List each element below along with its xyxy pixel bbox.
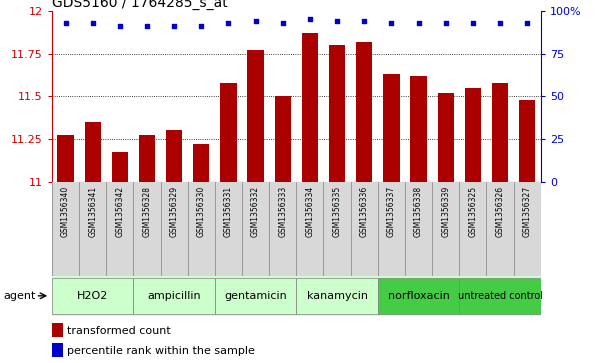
- Point: [60, 20, 70, 26]
- Text: GSM1356341: GSM1356341: [88, 186, 97, 237]
- Text: GSM1356330: GSM1356330: [197, 186, 206, 237]
- Text: GSM1356339: GSM1356339: [441, 186, 450, 237]
- Text: GSM1356327: GSM1356327: [522, 186, 532, 237]
- Bar: [193, 144, 210, 182]
- Point: [169, 23, 179, 29]
- Text: GSM1356331: GSM1356331: [224, 186, 233, 237]
- Bar: [57, 135, 74, 182]
- Point: [142, 23, 152, 29]
- Bar: [383, 74, 400, 182]
- Bar: [356, 42, 372, 182]
- Point: [224, 20, 233, 26]
- Text: GSM1356335: GSM1356335: [332, 186, 342, 237]
- Bar: [411, 76, 426, 182]
- Text: GSM1356337: GSM1356337: [387, 186, 396, 237]
- Bar: [221, 82, 236, 182]
- Text: GSM1356338: GSM1356338: [414, 186, 423, 237]
- Text: norfloxacin: norfloxacin: [387, 291, 450, 301]
- Text: percentile rank within the sample: percentile rank within the sample: [67, 346, 254, 356]
- Bar: [84, 122, 101, 182]
- Bar: [52, 323, 63, 338]
- Bar: [465, 87, 481, 182]
- Text: agent: agent: [3, 291, 35, 301]
- Bar: [302, 33, 318, 182]
- Bar: [215, 278, 296, 314]
- Bar: [378, 278, 459, 314]
- Text: GSM1356329: GSM1356329: [170, 186, 178, 237]
- Text: GSM1356333: GSM1356333: [278, 186, 287, 237]
- Text: GSM1356332: GSM1356332: [251, 186, 260, 237]
- Text: GSM1356328: GSM1356328: [142, 186, 152, 237]
- Bar: [519, 99, 535, 182]
- Point: [278, 20, 288, 26]
- Bar: [133, 278, 215, 314]
- Point: [115, 23, 125, 29]
- Point: [387, 20, 397, 26]
- Text: H2O2: H2O2: [77, 291, 108, 301]
- Text: kanamycin: kanamycin: [307, 291, 368, 301]
- Point: [332, 18, 342, 24]
- Bar: [459, 278, 541, 314]
- Text: transformed count: transformed count: [67, 326, 170, 336]
- Bar: [247, 50, 264, 182]
- Bar: [296, 278, 378, 314]
- Text: untreated control: untreated control: [458, 291, 543, 301]
- Bar: [437, 93, 454, 182]
- Point: [468, 20, 478, 26]
- Text: GSM1356336: GSM1356336: [360, 186, 368, 237]
- Bar: [52, 343, 63, 357]
- Text: GSM1356325: GSM1356325: [469, 186, 477, 237]
- Bar: [112, 152, 128, 182]
- Point: [522, 20, 532, 26]
- Text: GDS5160 / 1764285_s_at: GDS5160 / 1764285_s_at: [52, 0, 228, 10]
- Bar: [166, 130, 182, 182]
- Bar: [274, 96, 291, 182]
- Text: GSM1356342: GSM1356342: [115, 186, 124, 237]
- Text: gentamicin: gentamicin: [224, 291, 287, 301]
- Text: GSM1356326: GSM1356326: [496, 186, 505, 237]
- Point: [88, 20, 98, 26]
- Point: [196, 23, 206, 29]
- Bar: [139, 135, 155, 182]
- Point: [414, 20, 423, 26]
- Text: GSM1356334: GSM1356334: [306, 186, 315, 237]
- Text: GSM1356340: GSM1356340: [61, 186, 70, 237]
- Bar: [329, 45, 345, 182]
- Point: [251, 18, 260, 24]
- Bar: [52, 278, 133, 314]
- Point: [495, 20, 505, 26]
- Bar: [492, 82, 508, 182]
- Text: ampicillin: ampicillin: [147, 291, 201, 301]
- Point: [305, 16, 315, 22]
- Point: [359, 18, 369, 24]
- Point: [441, 20, 450, 26]
